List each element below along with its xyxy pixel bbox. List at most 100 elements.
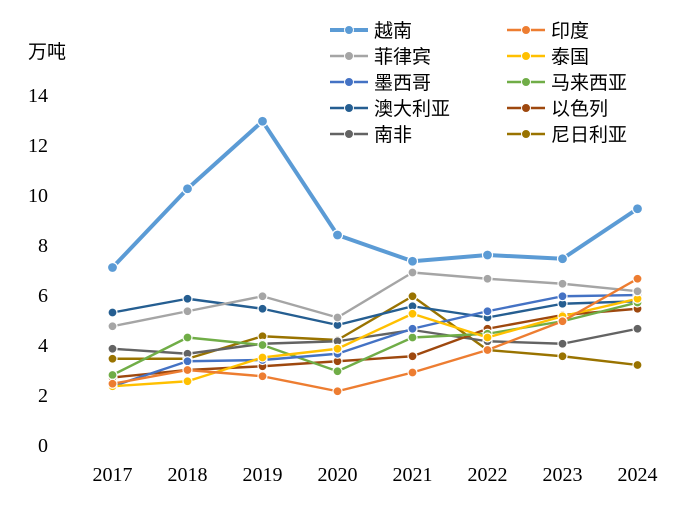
legend-label: 以色列	[551, 98, 608, 120]
data-point	[407, 308, 418, 319]
data-point	[332, 366, 343, 377]
data-point	[182, 356, 193, 367]
series-line	[111, 301, 638, 377]
data-point	[632, 359, 643, 371]
data-point	[106, 261, 119, 274]
legend-marker	[521, 25, 531, 35]
data-point	[482, 306, 493, 317]
legend-item: 南非	[330, 124, 412, 146]
data-point	[557, 338, 568, 349]
x-tick-label: 2018	[168, 464, 208, 486]
legend-marker	[344, 103, 354, 113]
data-point	[256, 115, 269, 127]
series-lines	[106, 115, 644, 397]
x-tick-label: 2024	[618, 464, 658, 486]
legend-item: 泰国	[507, 46, 589, 68]
data-point	[107, 307, 118, 318]
data-point	[557, 316, 568, 327]
series-line	[112, 297, 638, 327]
data-point	[182, 364, 193, 376]
x-tick-label: 2021	[393, 464, 433, 486]
legend-label: 越南	[374, 20, 412, 42]
legend-item: 澳大利亚	[330, 98, 450, 120]
data-point	[332, 386, 343, 397]
legend-marker	[521, 51, 531, 61]
data-point	[407, 267, 418, 278]
data-point	[481, 249, 494, 261]
data-point	[632, 323, 643, 334]
data-point	[407, 291, 418, 302]
y-tick-label: 12	[28, 135, 48, 157]
data-point	[331, 229, 344, 241]
legend-item: 尼日利亚	[507, 124, 627, 146]
series-line	[112, 271, 638, 328]
x-axis: 2017 2018 2019 2020 2021 2022 2023 2024	[93, 464, 658, 486]
legend-marker	[344, 129, 354, 139]
data-point	[632, 286, 643, 297]
y-tick-label: 8	[38, 235, 48, 257]
legend-label: 泰国	[551, 46, 589, 68]
data-point	[107, 343, 118, 354]
series-1	[107, 273, 643, 397]
legend-item: 越南	[330, 20, 412, 42]
legend-marker	[521, 129, 531, 139]
data-point	[557, 351, 568, 362]
y-axis: 0 2 4 6 8 10 12 14	[28, 85, 48, 457]
y-tick-label: 4	[38, 335, 48, 357]
legend-marker	[521, 103, 531, 113]
data-point	[482, 344, 493, 356]
y-tick-label: 10	[28, 185, 48, 207]
data-point	[182, 376, 193, 387]
data-point	[557, 291, 568, 302]
y-axis-label: 万吨	[28, 41, 66, 63]
series-line	[112, 295, 638, 367]
data-point	[107, 378, 118, 389]
data-point	[407, 351, 418, 362]
legend-label: 马来西亚	[551, 72, 627, 94]
data-point	[107, 353, 118, 364]
data-point	[257, 339, 268, 351]
legend-label: 印度	[551, 20, 589, 42]
legend-label: 墨西哥	[374, 72, 431, 94]
data-point	[407, 332, 418, 343]
legend-marker	[344, 77, 354, 87]
data-point	[182, 332, 193, 343]
legend-item: 马来西亚	[507, 72, 627, 94]
legend-marker	[344, 25, 354, 35]
legend-item: 以色列	[507, 98, 608, 120]
series-line	[111, 119, 639, 269]
x-tick-label: 2017	[93, 464, 133, 486]
data-point	[406, 255, 419, 267]
series-2	[107, 267, 643, 332]
data-point	[182, 293, 193, 304]
data-point	[556, 253, 569, 265]
legend-marker	[521, 77, 531, 87]
data-point	[257, 371, 268, 382]
data-point	[181, 183, 194, 195]
legend-item: 墨西哥	[330, 72, 431, 94]
legend-marker	[344, 51, 354, 61]
legend-label: 尼日利亚	[551, 124, 627, 146]
data-point	[557, 278, 568, 289]
data-point	[257, 303, 268, 314]
data-point	[332, 312, 343, 323]
y-tick-label: 14	[28, 85, 48, 107]
series-line	[112, 327, 638, 355]
y-tick-label: 2	[38, 385, 48, 407]
x-tick-label: 2020	[318, 464, 358, 486]
data-point	[407, 323, 418, 334]
x-tick-label: 2022	[468, 464, 508, 486]
x-tick-label: 2019	[243, 464, 283, 486]
data-point	[182, 306, 193, 317]
data-point	[631, 203, 644, 215]
data-point	[482, 332, 493, 343]
data-point	[257, 352, 268, 363]
series-line	[112, 307, 638, 379]
y-tick-label: 0	[38, 435, 48, 457]
data-point	[332, 343, 343, 354]
x-tick-label: 2023	[543, 464, 583, 486]
series-0	[106, 115, 644, 274]
legend-item: 菲律宾	[330, 46, 431, 68]
series-line	[112, 293, 638, 388]
